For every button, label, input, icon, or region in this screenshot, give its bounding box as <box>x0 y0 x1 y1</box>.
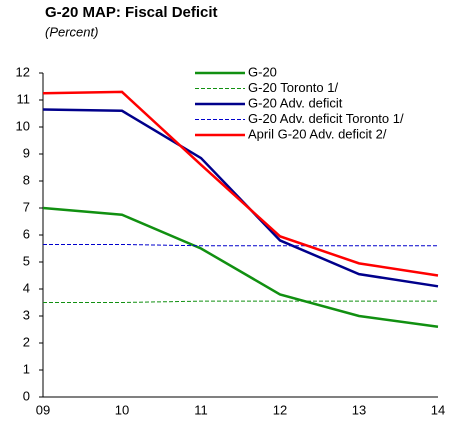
x-tick-label: 14 <box>431 402 445 417</box>
series-line <box>43 300 438 303</box>
legend-label: April G-20 Adv. deficit 2/ <box>248 126 387 141</box>
series-line <box>43 243 438 247</box>
chart-subtitle: (Percent) <box>45 24 98 39</box>
y-tick-label: 6 <box>23 226 30 241</box>
legend-label: G-20 <box>248 64 277 79</box>
y-tick-label: 8 <box>23 172 30 187</box>
y-tick-label: 3 <box>23 307 30 322</box>
x-tick-label: 13 <box>352 402 366 417</box>
y-tick-label: 10 <box>16 118 30 133</box>
y-tick-label: 12 <box>16 64 30 79</box>
x-tick-label: 11 <box>194 402 208 417</box>
y-tick-label: 7 <box>23 199 30 214</box>
series-line <box>42 206 439 329</box>
series-line <box>42 90 439 277</box>
y-tick-label: 2 <box>23 334 30 349</box>
x-tick-label: 10 <box>115 402 129 417</box>
y-tick-label: 0 <box>23 388 30 403</box>
chart-title: G-20 MAP: Fiscal Deficit <box>45 4 218 21</box>
y-tick-label: 4 <box>23 280 30 295</box>
y-tick-label: 9 <box>23 145 30 160</box>
legend-label: G-20 Toronto 1/ <box>248 80 338 95</box>
y-tick-label: 11 <box>17 91 31 106</box>
y-tick-label: 5 <box>23 253 30 268</box>
legend-label: G-20 Adv. deficit <box>248 95 343 110</box>
legend-label: G-20 Adv. deficit Toronto 1/ <box>248 111 404 126</box>
x-tick-label: 09 <box>36 402 50 417</box>
x-tick-label: 12 <box>273 402 287 417</box>
y-tick-label: 1 <box>23 361 30 376</box>
